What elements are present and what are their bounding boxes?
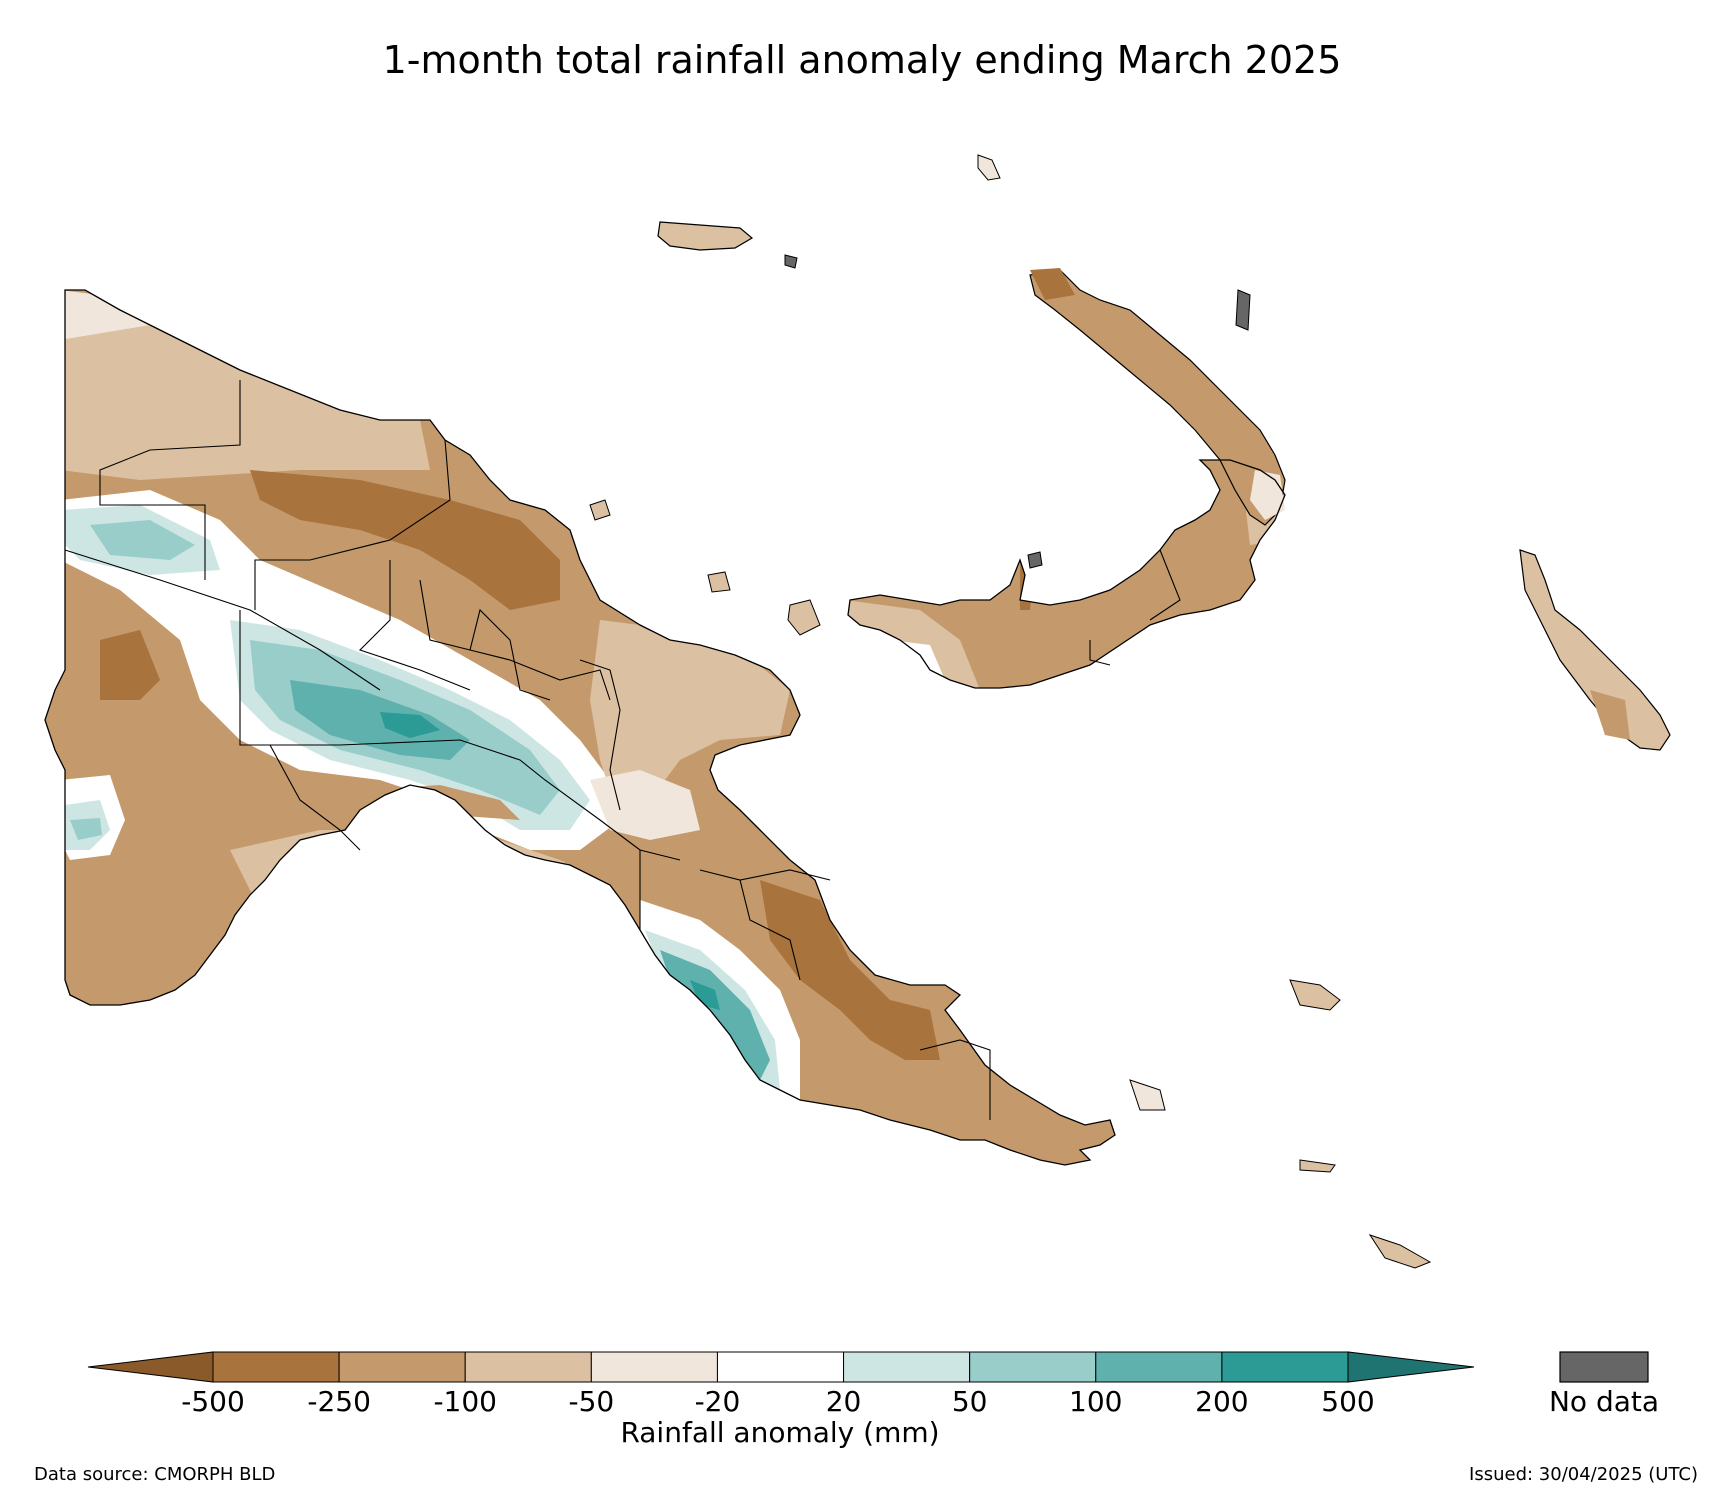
colorbar-tick-label: 20: [825, 1385, 862, 1418]
colorbar-bin: [969, 1351, 1097, 1383]
island-nodata-3: [1027, 551, 1043, 569]
island-rossel: [1368, 1234, 1432, 1269]
island-trobriand: [1289, 979, 1341, 1011]
legend-title: Rainfall anomaly (mm): [620, 1416, 940, 1449]
new-ireland-north: [1030, 268, 1075, 300]
bougainville-island: [1519, 549, 1671, 751]
no-data-label: No data: [1548, 1385, 1660, 1418]
island-misima: [1299, 1159, 1336, 1173]
island-long: [787, 599, 821, 636]
mainland-outline: [44, 289, 1116, 1166]
province-borders: [64, 380, 1181, 1120]
island-nodata-1: [1235, 289, 1251, 331]
colorbar-tick-label: -100: [433, 1385, 497, 1418]
colorbar: [87, 1351, 1475, 1383]
island-north-east: [977, 154, 1001, 181]
no-data-swatch: [1559, 1351, 1649, 1383]
data-source-text: Data source: CMORPH BLD: [34, 1464, 276, 1485]
island-dentrecasteaux: [1129, 1079, 1166, 1111]
island-nodata-2: [784, 254, 798, 269]
colorbar-bin: [338, 1351, 466, 1383]
colorbar-extend-high: [1347, 1351, 1475, 1383]
newbritain-anomaly: [848, 460, 1285, 688]
colorbar-tick-label: 500: [1321, 1385, 1375, 1418]
colorbar-tick-label: -50: [568, 1385, 615, 1418]
colorbar-bin: [464, 1351, 592, 1383]
colorbar-tick-label: -500: [181, 1385, 245, 1418]
colorbar-bin: [716, 1351, 845, 1383]
bougainville-south: [1590, 690, 1630, 740]
newbritain-outline: [847, 459, 1286, 689]
colorbar-bin: [843, 1351, 971, 1383]
issued-date-text: Issued: 30/04/2025 (UTC): [1469, 1464, 1698, 1485]
manus-island: [657, 221, 754, 251]
map-title: 1-month total rainfall anomaly ending Ma…: [382, 38, 1342, 82]
mainland-anomaly: [45, 290, 1115, 1165]
colorbar-bin: [1095, 1351, 1223, 1383]
colorbar-tick-label: -250: [307, 1385, 371, 1418]
island-kar-kar: [707, 571, 731, 593]
island-mid: [589, 499, 611, 521]
colorbar-tick-label: -20: [694, 1385, 741, 1418]
colorbar-bin: [590, 1351, 718, 1383]
colorbar-bin: [212, 1351, 340, 1383]
colorbar-tick-label: 100: [1069, 1385, 1123, 1418]
colorbar-extend-low: [87, 1351, 214, 1383]
colorbar-bin: [1221, 1351, 1349, 1383]
colorbar-tick-label: 50: [951, 1385, 988, 1418]
colorbar-tick-label: 200: [1195, 1385, 1249, 1418]
